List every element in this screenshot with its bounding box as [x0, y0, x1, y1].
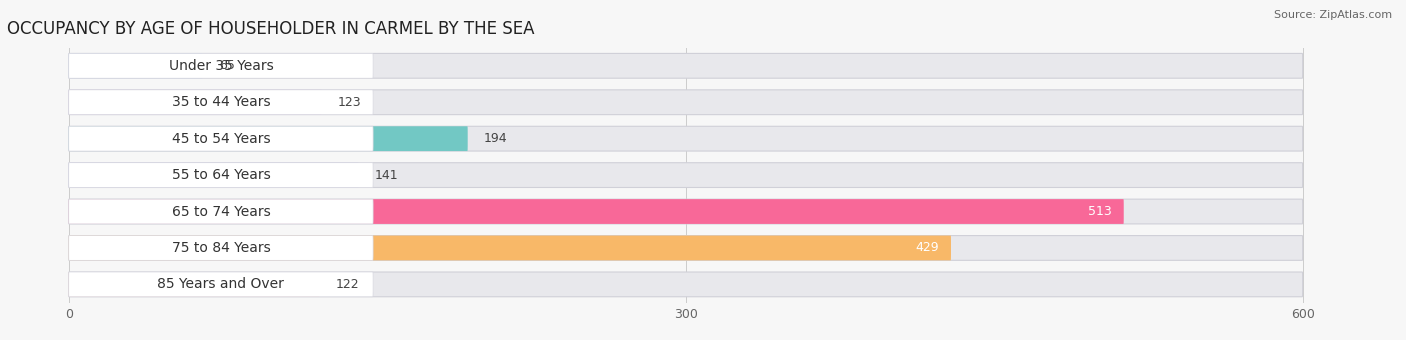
Text: 45 to 54 Years: 45 to 54 Years [172, 132, 270, 146]
FancyBboxPatch shape [69, 90, 373, 115]
FancyBboxPatch shape [69, 53, 202, 78]
Text: 123: 123 [337, 96, 361, 109]
FancyBboxPatch shape [69, 236, 373, 260]
FancyBboxPatch shape [69, 199, 373, 224]
Text: 65: 65 [219, 59, 235, 72]
Text: Under 35 Years: Under 35 Years [169, 59, 273, 73]
Text: 194: 194 [484, 132, 508, 145]
Text: 55 to 64 Years: 55 to 64 Years [172, 168, 270, 182]
FancyBboxPatch shape [69, 163, 359, 187]
FancyBboxPatch shape [69, 272, 319, 297]
FancyBboxPatch shape [69, 236, 1302, 260]
FancyBboxPatch shape [69, 126, 373, 151]
FancyBboxPatch shape [69, 236, 950, 260]
FancyBboxPatch shape [69, 272, 373, 297]
FancyBboxPatch shape [69, 163, 1302, 187]
FancyBboxPatch shape [69, 199, 1302, 224]
FancyBboxPatch shape [69, 90, 1302, 115]
Text: 85 Years and Over: 85 Years and Over [157, 277, 284, 291]
FancyBboxPatch shape [69, 272, 1302, 297]
FancyBboxPatch shape [69, 163, 373, 187]
Text: 122: 122 [336, 278, 360, 291]
FancyBboxPatch shape [69, 53, 1302, 78]
FancyBboxPatch shape [69, 90, 322, 115]
Text: 513: 513 [1088, 205, 1111, 218]
Text: 75 to 84 Years: 75 to 84 Years [172, 241, 270, 255]
Text: Source: ZipAtlas.com: Source: ZipAtlas.com [1274, 10, 1392, 20]
Text: 141: 141 [375, 169, 399, 182]
Text: 429: 429 [915, 241, 939, 254]
Text: 35 to 44 Years: 35 to 44 Years [172, 95, 270, 109]
FancyBboxPatch shape [69, 126, 468, 151]
Text: 65 to 74 Years: 65 to 74 Years [172, 205, 270, 219]
FancyBboxPatch shape [69, 53, 373, 78]
FancyBboxPatch shape [69, 199, 1123, 224]
FancyBboxPatch shape [69, 126, 1302, 151]
Text: OCCUPANCY BY AGE OF HOUSEHOLDER IN CARMEL BY THE SEA: OCCUPANCY BY AGE OF HOUSEHOLDER IN CARME… [7, 20, 534, 38]
